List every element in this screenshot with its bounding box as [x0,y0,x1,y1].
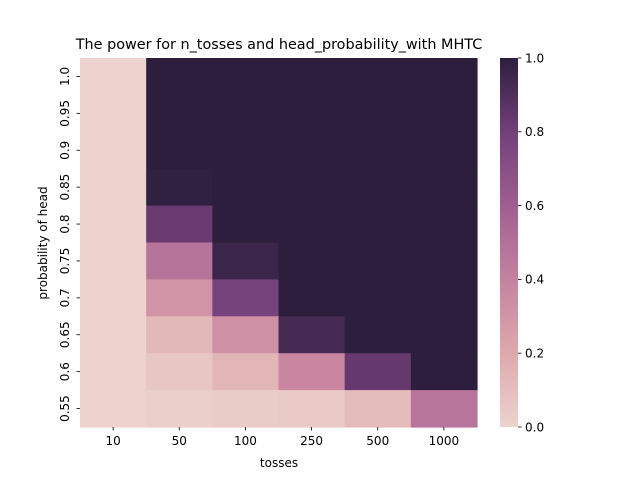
heatmap-cell [344,242,412,280]
y-tick-label: 0.85 [58,174,72,201]
y-tick-label: 0.8 [58,215,72,234]
heatmap-cell [212,390,280,428]
heatmap-cell [80,316,147,354]
heatmap-cell [278,94,346,133]
colorbar-ticks: 0.0 0.2 0.4 0.6 0.8 1.0 [518,51,544,434]
colorbar-tick-label: 0.4 [525,273,544,287]
heatmap-cell [212,94,280,133]
heatmap-cell [344,390,412,428]
heatmap-cell [146,168,213,207]
colorbar-tick-label: 0.0 [525,420,544,434]
x-axis-label: tosses [260,456,298,470]
x-tick-label: 500 [366,434,389,448]
heatmap-cell [80,390,147,428]
colorbar-tick-label: 1.0 [525,51,544,65]
heatmap-cell [80,131,147,170]
heatmap-cell [278,168,346,207]
x-axis-ticks: 10 50 100 250 500 1000 [105,427,459,448]
heatmap-cell [80,205,147,244]
x-tick-label: 1000 [429,434,460,448]
heatmap-cell [410,205,478,244]
heatmap-cell [146,94,213,133]
heatmap-cell [278,131,346,170]
heatmap-cell [344,205,412,244]
y-axis-ticks: 1.0 0.95 0.9 0.85 0.8 0.75 0.7 0.65 0.6 0.55 [58,67,80,422]
y-tick-label: 0.6 [58,362,72,381]
colorbar [500,58,518,427]
heatmap-cell [278,353,346,391]
heatmap-cell [410,131,478,170]
heatmap-cell [146,58,213,96]
heatmap-cell [146,205,213,244]
y-tick-label: 0.95 [58,100,72,127]
heatmap-cell [344,316,412,354]
heatmap-cell [344,58,412,96]
heatmap-cell [212,205,280,244]
heatmap-cell [80,279,147,317]
heatmap-cell [212,279,280,317]
heatmap-cell [410,58,478,96]
heatmap-cell [410,168,478,207]
colorbar-tick-label: 0.2 [525,347,544,361]
heatmap-cell [80,353,147,391]
heatmap-cell [344,94,412,133]
x-tick-label: 100 [234,434,257,448]
heatmap-cell [146,279,213,317]
heatmap-cell [410,316,478,354]
heatmap-cell [80,168,147,207]
heatmap-cell [344,279,412,317]
y-tick-label: 0.55 [58,395,72,422]
heatmap-cell [80,94,147,133]
heatmap-cell [212,168,280,207]
heatmap-cell [146,353,213,391]
heatmap-cell [278,279,346,317]
heatmap-cell [278,58,346,96]
heatmap-cell [146,390,213,428]
y-tick-label: 0.9 [58,141,72,160]
heatmap-cell [278,242,346,280]
x-tick-label: 250 [300,434,323,448]
heatmap-cell [410,279,478,317]
heatmap-cell [278,390,346,428]
heatmap-cell [212,316,280,354]
heatmap-cell [80,242,147,280]
heatmap-cell [80,58,147,96]
heatmap-cell [278,316,346,354]
heatmap-cell [410,390,478,428]
heatmap-cell [146,131,213,170]
heatmap-cell [410,242,478,280]
y-axis-label: probability of head [36,186,50,299]
heatmap-cell [146,316,213,354]
chart-title: The power for n_tosses and head_probabil… [75,37,483,53]
heatmap-cell [212,242,280,280]
y-tick-label: 0.65 [58,321,72,348]
colorbar-tick-label: 0.8 [525,125,544,139]
x-tick-label: 50 [172,434,187,448]
y-tick-label: 1.0 [58,67,72,86]
y-tick-label: 0.75 [58,248,72,275]
heatmap-cell [278,205,346,244]
heatmap-cell [344,168,412,207]
heatmap-cell [212,131,280,170]
heatmap-cell [410,94,478,133]
heatmap-cell [146,242,213,280]
y-tick-label: 0.7 [58,288,72,307]
colorbar-tick-label: 0.6 [525,199,544,213]
heatmap-cell [212,353,280,391]
x-tick-label: 10 [105,434,120,448]
heatmap-cells [80,58,478,428]
heatmap-cell [344,131,412,170]
heatmap-cell [410,353,478,391]
heatmap-cell [344,353,412,391]
heatmap-cell [212,58,280,96]
